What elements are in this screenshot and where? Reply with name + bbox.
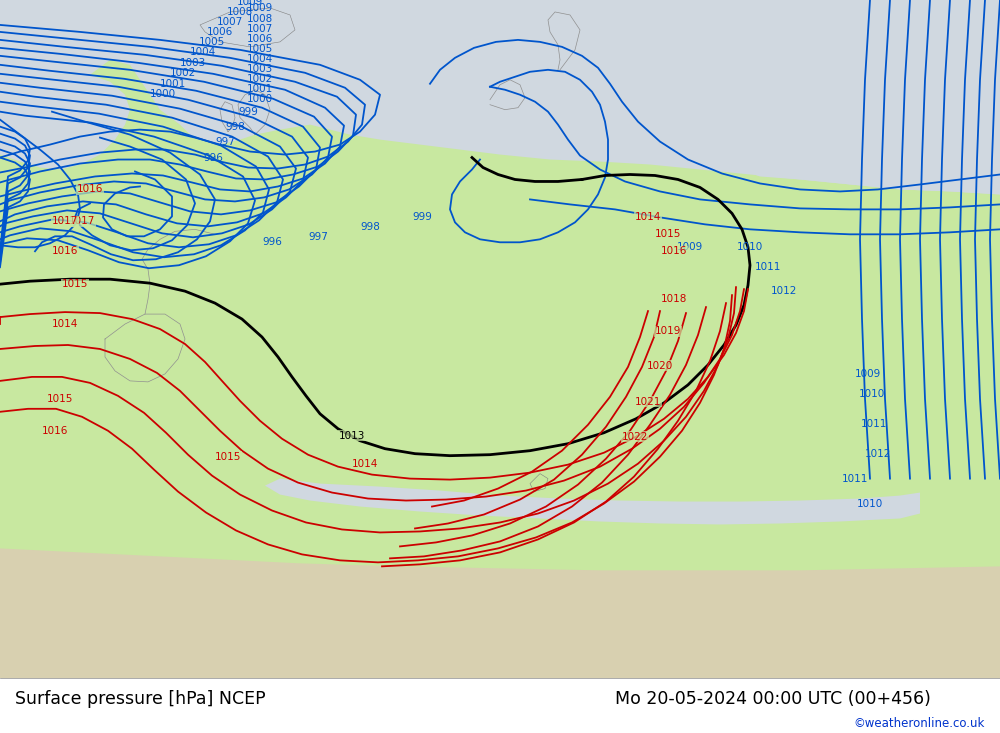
Text: 1015: 1015: [215, 452, 241, 462]
Text: 1007: 1007: [247, 24, 273, 34]
Text: 1009: 1009: [855, 369, 881, 379]
Text: 998: 998: [360, 222, 380, 232]
Text: 1021: 1021: [635, 397, 661, 407]
Text: 1014: 1014: [635, 213, 661, 222]
Text: 1015: 1015: [655, 229, 681, 239]
Polygon shape: [0, 0, 130, 169]
Text: 1009: 1009: [677, 243, 703, 252]
Text: 1004: 1004: [190, 47, 216, 57]
Text: 1011: 1011: [842, 474, 868, 484]
Text: 1022: 1022: [622, 432, 648, 442]
Text: 1000: 1000: [247, 94, 273, 103]
Text: 997: 997: [308, 232, 328, 243]
Text: 1014: 1014: [52, 319, 78, 329]
Text: 1019: 1019: [655, 326, 681, 336]
Text: 1009: 1009: [247, 3, 273, 13]
Text: 1018: 1018: [661, 294, 687, 304]
Text: 1006: 1006: [247, 34, 273, 44]
Text: 996: 996: [262, 237, 282, 247]
Text: 999: 999: [238, 107, 258, 117]
Text: 1010: 1010: [857, 498, 883, 509]
Polygon shape: [0, 548, 1000, 678]
Text: 1002: 1002: [170, 67, 196, 78]
Text: 1007: 1007: [217, 17, 243, 27]
Text: 1016: 1016: [42, 426, 68, 435]
Text: 1000: 1000: [150, 89, 176, 99]
Text: 1017: 1017: [52, 216, 78, 226]
Text: 1005: 1005: [199, 37, 225, 47]
Text: 1008: 1008: [247, 14, 273, 24]
Text: 1003: 1003: [180, 58, 206, 68]
Text: 1011: 1011: [861, 419, 887, 429]
Text: 1001: 1001: [247, 84, 273, 94]
Text: 1020: 1020: [647, 361, 673, 371]
Text: 1002: 1002: [247, 74, 273, 84]
Polygon shape: [0, 60, 1000, 678]
Text: 1010: 1010: [737, 243, 763, 252]
Text: 1017: 1017: [69, 216, 95, 226]
Text: 1016: 1016: [661, 246, 687, 257]
Text: 1006: 1006: [207, 27, 233, 37]
Text: 1003: 1003: [247, 64, 273, 74]
Text: 1010: 1010: [859, 388, 885, 399]
Text: 1012: 1012: [771, 286, 797, 296]
Text: Mo 20-05-2024 00:00 UTC (00+456): Mo 20-05-2024 00:00 UTC (00+456): [615, 690, 931, 708]
Text: 999: 999: [412, 213, 432, 222]
Polygon shape: [600, 0, 1000, 194]
Text: 998: 998: [225, 122, 245, 132]
Text: 1016: 1016: [77, 185, 103, 194]
Text: 1013: 1013: [339, 431, 365, 441]
Text: 1005: 1005: [247, 44, 273, 54]
Text: 997: 997: [215, 136, 235, 147]
Text: 1015: 1015: [47, 394, 73, 404]
Polygon shape: [200, 8, 295, 47]
Polygon shape: [265, 479, 920, 525]
Text: 1009: 1009: [237, 0, 263, 7]
Text: 1011: 1011: [755, 262, 781, 272]
Text: 996: 996: [203, 152, 223, 163]
Text: 1004: 1004: [247, 54, 273, 64]
Text: 1016: 1016: [52, 246, 78, 257]
Text: 1008: 1008: [227, 7, 253, 17]
Text: Surface pressure [hPa] NCEP: Surface pressure [hPa] NCEP: [15, 690, 266, 708]
Polygon shape: [530, 474, 548, 492]
Text: 1014: 1014: [352, 459, 378, 468]
Polygon shape: [0, 0, 350, 89]
Text: 1001: 1001: [160, 78, 186, 89]
Text: ©weatheronline.co.uk: ©weatheronline.co.uk: [854, 717, 985, 729]
Text: 1012: 1012: [865, 449, 891, 459]
Text: 1015: 1015: [62, 279, 88, 290]
